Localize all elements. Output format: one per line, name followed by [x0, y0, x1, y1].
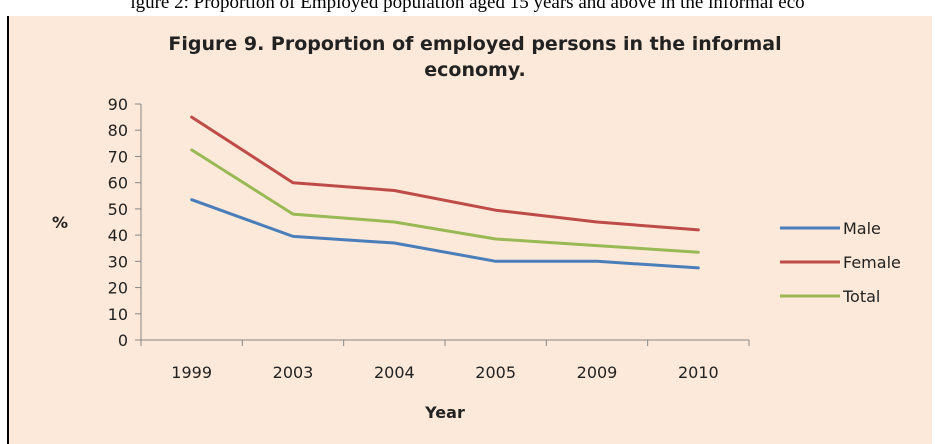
legend-label-female: Female	[843, 253, 901, 272]
y-tick-label: 0	[118, 331, 128, 350]
y-tick-label: 10	[108, 305, 128, 324]
series-line-female	[190, 115, 700, 232]
x-tick-label: 2009	[577, 363, 618, 382]
x-tick-label: 2005	[475, 363, 516, 382]
y-tick-label: 30	[108, 252, 128, 271]
chart-title-line-1: Figure 9. Proportion of employed persons…	[168, 33, 781, 55]
y-tick-label: 50	[108, 200, 128, 219]
x-tick-label: 2004	[374, 363, 415, 382]
x-tick-label: 1999	[171, 363, 212, 382]
x-tick-label: 2010	[678, 363, 719, 382]
line-chart: Figure 9. Proportion of employed persons…	[52, 33, 901, 422]
series-line-male	[190, 198, 700, 270]
legend-label-total: Total	[842, 287, 880, 306]
figure-caption: igure 2: Proportion of Employed populati…	[130, 0, 805, 13]
legend-label-male: Male	[843, 219, 881, 238]
y-tick-label: 20	[108, 279, 128, 298]
chart-area: Figure 9. Proportion of employed persons…	[7, 16, 932, 444]
y-tick-label: 90	[108, 95, 128, 114]
series-line-total	[190, 148, 700, 254]
x-axis-label: Year	[424, 403, 465, 422]
chart-title-line-2: economy.	[424, 59, 525, 81]
x-tick-label: 2003	[273, 363, 314, 382]
y-tick-label: 70	[108, 147, 128, 166]
y-tick-label: 80	[108, 121, 128, 140]
y-tick-label: 40	[108, 226, 128, 245]
y-axis-label: %	[52, 213, 68, 232]
y-tick-label: 60	[108, 174, 128, 193]
